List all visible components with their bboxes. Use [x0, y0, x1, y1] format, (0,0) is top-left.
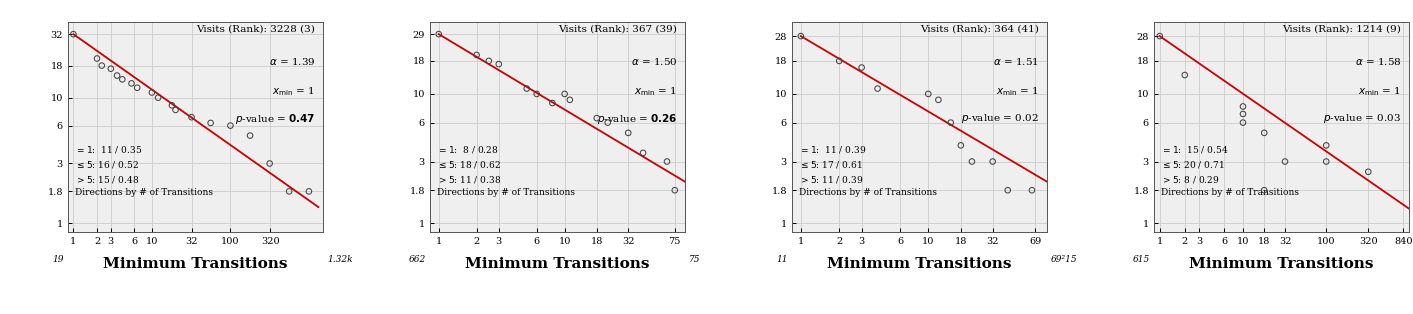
- Point: [656, 159, 678, 164]
- Text: $x_{\min}$ = 1: $x_{\min}$ = 1: [1358, 85, 1402, 98]
- Point: [1173, 73, 1195, 78]
- Text: $x_{\min}$ = 1: $x_{\min}$ = 1: [634, 85, 677, 98]
- Point: [596, 120, 619, 125]
- Text: $= 1$:  11 / 0.35
$\leq 5$: 16 / 0.52
$> 5$: 15 / 0.48
Directions by # of Transi: $= 1$: 11 / 0.35 $\leq 5$: 16 / 0.52 $> …: [75, 144, 213, 197]
- Text: $\alpha$ = 1.58: $\alpha$ = 1.58: [1355, 56, 1402, 67]
- Point: [585, 116, 608, 121]
- Point: [62, 32, 85, 37]
- Point: [1253, 188, 1276, 193]
- Point: [866, 86, 889, 91]
- Text: Visits (Rank): 1214 (9): Visits (Rank): 1214 (9): [1282, 24, 1402, 33]
- Point: [278, 189, 301, 194]
- Point: [181, 115, 203, 120]
- Point: [1316, 159, 1338, 164]
- Point: [1253, 130, 1276, 135]
- Text: 69²15: 69²15: [1051, 255, 1078, 263]
- Point: [140, 90, 162, 95]
- Text: $= 1$:  15 / 0.54
$\leq 5$: 20 / 0.71
$> 5$: 8 / 0.29
Directions by # of Transit: $= 1$: 15 / 0.54 $\leq 5$: 20 / 0.71 $> …: [1161, 144, 1300, 197]
- Point: [164, 107, 187, 112]
- X-axis label: Minimum Transitions: Minimum Transitions: [827, 257, 1012, 271]
- Point: [427, 32, 449, 37]
- X-axis label: Minimum Transitions: Minimum Transitions: [1190, 257, 1373, 271]
- Text: $= 1$:  11 / 0.39
$\leq 5$: 17 / 0.61
$> 5$: 11 / 0.39
Directions by # of Transi: $= 1$: 11 / 0.39 $\leq 5$: 17 / 0.61 $> …: [800, 144, 937, 197]
- Point: [1356, 169, 1379, 174]
- Point: [112, 77, 134, 82]
- Point: [126, 85, 148, 90]
- Text: 1.32k: 1.32k: [326, 255, 353, 263]
- Text: 19: 19: [52, 255, 64, 263]
- Point: [617, 130, 640, 135]
- Text: Visits (Rank): 367 (39): Visits (Rank): 367 (39): [558, 24, 677, 33]
- Point: [120, 81, 143, 86]
- Point: [558, 97, 581, 102]
- Point: [541, 100, 564, 106]
- Text: 11: 11: [776, 255, 787, 263]
- Text: $p$-value = $\mathbf{0.47}$: $p$-value = $\mathbf{0.47}$: [235, 112, 315, 127]
- Point: [927, 97, 950, 102]
- Point: [851, 65, 873, 70]
- Point: [161, 103, 184, 108]
- Point: [632, 150, 654, 155]
- Text: 662: 662: [408, 255, 425, 263]
- Point: [106, 73, 129, 78]
- Text: $p$-value = 0.02: $p$-value = 0.02: [961, 112, 1039, 126]
- Point: [790, 34, 812, 39]
- Point: [147, 95, 170, 100]
- Text: 75: 75: [690, 255, 701, 263]
- X-axis label: Minimum Transitions: Minimum Transitions: [465, 257, 650, 271]
- Text: $\alpha$ = 1.50: $\alpha$ = 1.50: [630, 56, 677, 67]
- Text: $p$-value = $\mathbf{0.26}$: $p$-value = $\mathbf{0.26}$: [596, 112, 677, 127]
- Text: Visits (Rank): 364 (41): Visits (Rank): 364 (41): [920, 24, 1039, 33]
- Text: $p$-value = 0.03: $p$-value = 0.03: [1323, 112, 1402, 126]
- X-axis label: Minimum Transitions: Minimum Transitions: [103, 257, 287, 271]
- Point: [940, 120, 962, 125]
- Point: [664, 188, 687, 193]
- Text: $x_{\min}$ = 1: $x_{\min}$ = 1: [996, 85, 1039, 98]
- Point: [1232, 111, 1255, 116]
- Point: [526, 91, 548, 96]
- Point: [259, 161, 281, 166]
- Point: [961, 159, 983, 164]
- Text: $\alpha$ = 1.51: $\alpha$ = 1.51: [993, 56, 1039, 67]
- Point: [90, 63, 113, 68]
- Point: [996, 188, 1019, 193]
- Point: [828, 58, 851, 63]
- Point: [1232, 120, 1255, 125]
- Point: [516, 86, 538, 91]
- Point: [1273, 159, 1296, 164]
- Point: [239, 133, 261, 138]
- Point: [487, 62, 510, 67]
- Point: [219, 123, 242, 128]
- Point: [99, 66, 122, 71]
- Text: $x_{\min}$ = 1: $x_{\min}$ = 1: [273, 85, 315, 98]
- Text: $\alpha$ = 1.39: $\alpha$ = 1.39: [268, 56, 315, 67]
- Point: [199, 121, 222, 126]
- Point: [1232, 104, 1255, 109]
- Point: [1149, 34, 1171, 39]
- Point: [917, 91, 940, 96]
- Point: [298, 189, 321, 194]
- Text: Visits (Rank): 3228 (3): Visits (Rank): 3228 (3): [196, 24, 315, 33]
- Point: [1316, 143, 1338, 148]
- Point: [478, 58, 500, 63]
- Point: [554, 91, 577, 96]
- Text: $= 1$:  8 / 0.28
$\leq 5$: 18 / 0.62
$> 5$: 11 / 0.38
Directions by # of Transit: $= 1$: 8 / 0.28 $\leq 5$: 18 / 0.62 $> 5…: [438, 144, 575, 197]
- Point: [465, 52, 487, 57]
- Point: [982, 159, 1005, 164]
- Point: [1020, 188, 1043, 193]
- Point: [950, 143, 972, 148]
- Text: 615: 615: [1132, 255, 1150, 263]
- Point: [86, 56, 109, 61]
